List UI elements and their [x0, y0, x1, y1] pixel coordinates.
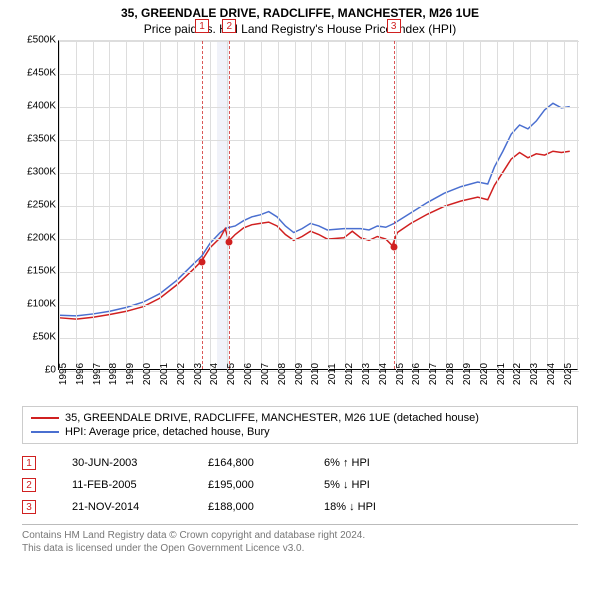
x-tick-label: 2007	[260, 363, 271, 385]
y-tick-label: £350K	[27, 134, 56, 145]
x-tick-label: 2017	[428, 363, 439, 385]
x-tick-label: 2010	[310, 363, 321, 385]
legend: 35, GREENDALE DRIVE, RADCLIFFE, MANCHEST…	[22, 406, 578, 444]
y-tick-label: £100K	[27, 299, 56, 310]
x-tick-label: 1998	[108, 363, 119, 385]
y-tick-label: £0	[45, 365, 56, 376]
x-tick-label: 1995	[58, 363, 69, 385]
x-tick-label: 2014	[378, 363, 389, 385]
transaction-row: 3 21-NOV-2014 £188,000 18% ↓ HPI	[22, 496, 578, 518]
x-tick-label: 2023	[529, 363, 540, 385]
transaction-price: £164,800	[208, 457, 308, 469]
x-tick-label: 2009	[294, 363, 305, 385]
x-tick-label: 2021	[496, 363, 507, 385]
x-tick-label: 2016	[411, 363, 422, 385]
x-tick-label: 2000	[142, 363, 153, 385]
x-tick-label: 1999	[125, 363, 136, 385]
chart-marker: 1	[195, 19, 209, 33]
boilerplate-line: This data is licensed under the Open Gov…	[22, 542, 578, 555]
y-tick-label: £50K	[33, 332, 56, 343]
transaction-diff: 6% ↑ HPI	[324, 457, 444, 469]
series-svg	[59, 41, 577, 369]
y-tick-label: £250K	[27, 200, 56, 211]
x-tick-label: 2002	[176, 363, 187, 385]
transaction-index: 1	[22, 456, 36, 470]
transaction-date: 11-FEB-2005	[72, 479, 192, 491]
chart-title: 35, GREENDALE DRIVE, RADCLIFFE, MANCHEST…	[0, 0, 600, 20]
x-tick-label: 2001	[159, 363, 170, 385]
transaction-row: 2 11-FEB-2005 £195,000 5% ↓ HPI	[22, 474, 578, 496]
y-tick-label: £200K	[27, 233, 56, 244]
x-tick-label: 2008	[277, 363, 288, 385]
x-tick-label: 2020	[479, 363, 490, 385]
transaction-date: 21-NOV-2014	[72, 501, 192, 513]
transaction-price: £188,000	[208, 501, 308, 513]
legend-item-hpi: HPI: Average price, detached house, Bury	[31, 425, 569, 439]
transaction-price: £195,000	[208, 479, 308, 491]
legend-swatch	[31, 431, 59, 433]
x-tick-label: 2024	[546, 363, 557, 385]
legend-item-property: 35, GREENDALE DRIVE, RADCLIFFE, MANCHEST…	[31, 411, 569, 425]
legend-label: 35, GREENDALE DRIVE, RADCLIFFE, MANCHEST…	[65, 412, 479, 424]
x-tick-label: 2018	[445, 363, 456, 385]
boilerplate-line: Contains HM Land Registry data © Crown c…	[22, 529, 578, 542]
transactions-table: 1 30-JUN-2003 £164,800 6% ↑ HPI 2 11-FEB…	[22, 452, 578, 518]
x-tick-label: 2019	[462, 363, 473, 385]
plot-region: 123	[58, 40, 578, 370]
x-tick-label: 2013	[361, 363, 372, 385]
x-tick-label: 2004	[209, 363, 220, 385]
x-tick-label: 2006	[243, 363, 254, 385]
x-tick-label: 2012	[344, 363, 355, 385]
y-tick-label: £400K	[27, 101, 56, 112]
chart-area: 123 £0 £50K £100K £150K £200K £250K £300K £350K…	[18, 40, 578, 400]
x-tick-label: 2005	[226, 363, 237, 385]
y-tick-label: £450K	[27, 68, 56, 79]
chart-container: 35, GREENDALE DRIVE, RADCLIFFE, MANCHEST…	[0, 0, 600, 590]
x-tick-label: 2025	[563, 363, 574, 385]
x-tick-label: 1996	[75, 363, 86, 385]
x-tick-label: 2011	[327, 363, 338, 385]
transaction-row: 1 30-JUN-2003 £164,800 6% ↑ HPI	[22, 452, 578, 474]
y-tick-label: £150K	[27, 266, 56, 277]
chart-subtitle: Price paid vs. HM Land Registry's House …	[0, 20, 600, 40]
transaction-index: 2	[22, 478, 36, 492]
transaction-diff: 18% ↓ HPI	[324, 501, 444, 513]
x-tick-label: 2015	[395, 363, 406, 385]
legend-swatch	[31, 417, 59, 419]
y-tick-label: £500K	[27, 35, 56, 46]
legend-label: HPI: Average price, detached house, Bury	[65, 426, 270, 438]
x-tick-label: 2003	[193, 363, 204, 385]
transaction-date: 30-JUN-2003	[72, 457, 192, 469]
x-tick-label: 1997	[92, 363, 103, 385]
chart-marker: 2	[222, 19, 236, 33]
chart-marker: 3	[387, 19, 401, 33]
transaction-index: 3	[22, 500, 36, 514]
boilerplate: Contains HM Land Registry data © Crown c…	[22, 524, 578, 555]
transaction-diff: 5% ↓ HPI	[324, 479, 444, 491]
x-tick-label: 2022	[512, 363, 523, 385]
y-tick-label: £300K	[27, 167, 56, 178]
